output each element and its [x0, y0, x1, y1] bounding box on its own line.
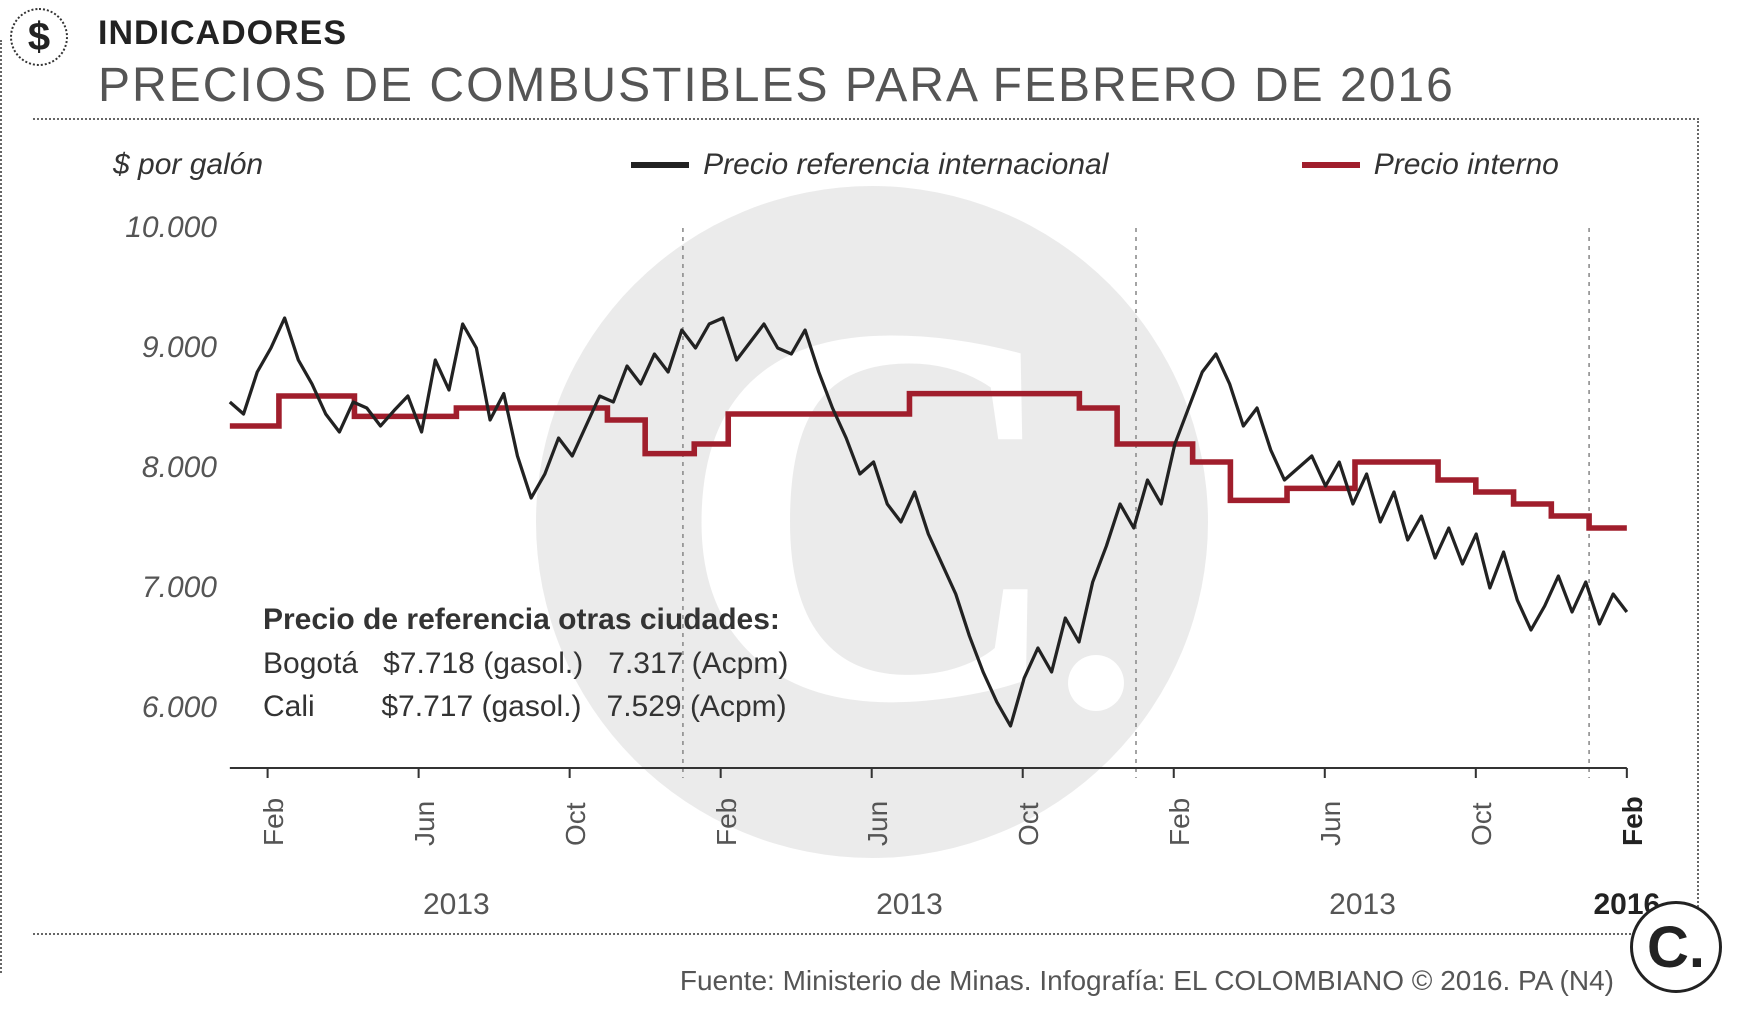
- y-axis-unit: $ por galón: [113, 148, 263, 181]
- dollar-glyph: $: [28, 15, 50, 60]
- legend-item-international: Precio referencia internacional: [631, 148, 1108, 182]
- source-footer: Fuente: Ministerio de Minas. Infografía:…: [680, 965, 1614, 997]
- legend-row: $ por galón Precio referencia internacio…: [113, 148, 1637, 198]
- year-label: 2013: [423, 888, 490, 922]
- ref-acpm-1: 7.529 (Acpm): [607, 690, 787, 723]
- reference-prices-box: Precio de referencia otras ciudades: Bog…: [263, 598, 788, 729]
- ref-acpm-0: 7.317 (Acpm): [608, 647, 788, 680]
- ref-title: Precio de referencia otras ciudades:: [263, 603, 780, 636]
- legend-swatch-internal: [1302, 162, 1360, 168]
- plot-area: 6.0007.0008.0009.00010.000 FebJunOctFebJ…: [113, 218, 1637, 778]
- legend-item-internal: Precio interno: [1302, 148, 1559, 182]
- dollar-badge-icon: $: [10, 8, 68, 66]
- legend-label-internal: Precio interno: [1374, 148, 1559, 182]
- x-tick-label: Feb: [711, 798, 743, 846]
- x-tick-label: Jun: [1315, 801, 1347, 846]
- x-tick-label: Oct: [560, 802, 592, 846]
- x-tick-label: Jun: [409, 801, 441, 846]
- logo-glyph: C.: [1647, 914, 1705, 981]
- page-title: PRECIOS DE COMBUSTIBLES PARA FEBRERO DE …: [98, 58, 1455, 113]
- x-axis-ticks: FebJunOctFebJunOctFebJunOctFeb: [113, 786, 1637, 866]
- x-tick-label: Feb: [258, 798, 290, 846]
- x-tick-label: Oct: [1013, 802, 1045, 846]
- publisher-logo-icon: C.: [1630, 901, 1722, 993]
- legend-swatch-international: [631, 162, 689, 168]
- x-tick-label: Jun: [862, 801, 894, 846]
- x-tick-label: Feb: [1164, 798, 1196, 846]
- ref-gasol-0: $7.718 (gasol.): [383, 647, 583, 680]
- x-tick-label: Oct: [1466, 802, 1498, 846]
- ref-gasol-1: $7.717 (gasol.): [381, 690, 581, 723]
- x-tick-label: Feb: [1617, 796, 1649, 846]
- ref-city-1: Cali: [263, 690, 315, 723]
- year-label: 2013: [1329, 888, 1396, 922]
- legend-label-international: Precio referencia internacional: [703, 148, 1108, 182]
- year-labels: 2013201320132016: [113, 888, 1637, 928]
- chart-frame: $ por galón Precio referencia internacio…: [33, 118, 1699, 935]
- ref-city-0: Bogotá: [263, 647, 358, 680]
- section-label: INDICADORES: [98, 14, 347, 53]
- year-label: 2013: [876, 888, 943, 922]
- header: $ INDICADORES PRECIOS DE COMBUSTIBLES PA…: [10, 10, 1704, 130]
